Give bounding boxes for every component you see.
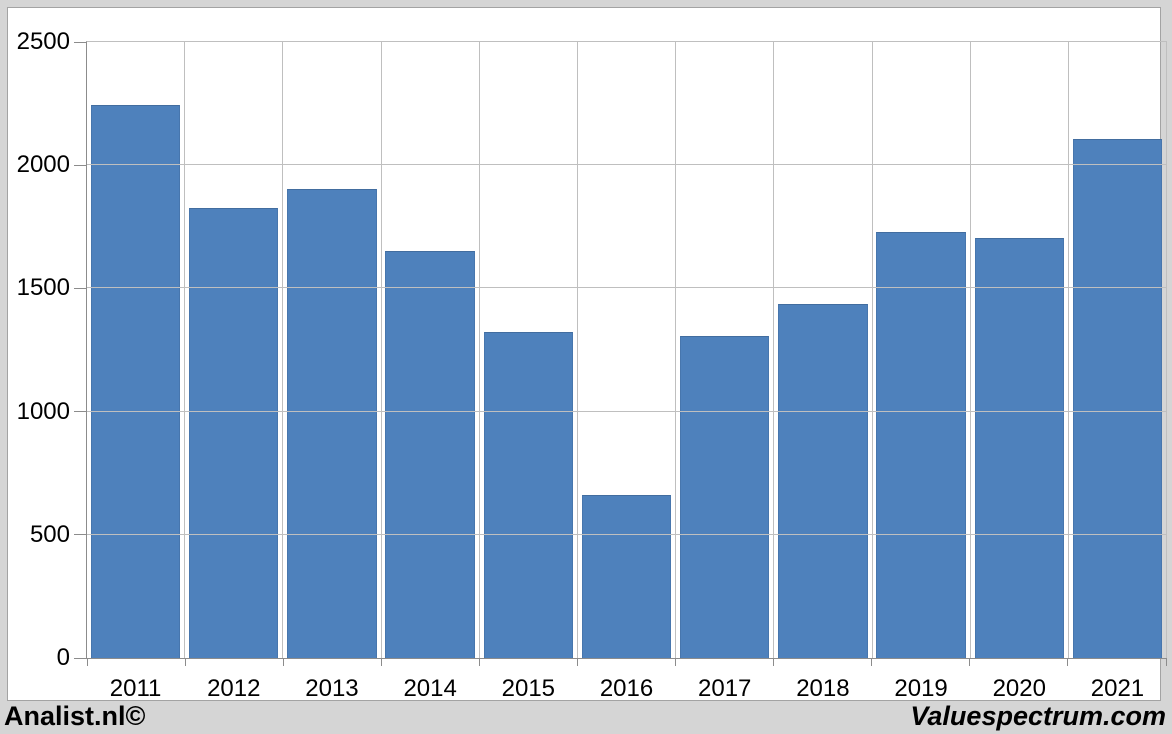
x-axis-label-2018: 2018 bbox=[796, 675, 850, 702]
x-axis-tick-0 bbox=[86, 658, 88, 666]
x-axis-tick-11 bbox=[1165, 658, 1167, 666]
y-axis-label-1000: 1000 bbox=[16, 397, 70, 425]
x-axis-label-2013: 2013 bbox=[305, 675, 359, 702]
y-axis-tick-500 bbox=[74, 534, 87, 536]
bar-series: 2011 2012 2013 2014 2015 2016 2017 2018 2019 2020… bbox=[87, 42, 1166, 702]
footer: Analist.nl© Valuespectrum.com bbox=[0, 701, 1172, 734]
category-cell-2016: 2016 bbox=[578, 42, 677, 702]
bar-2015 bbox=[483, 331, 574, 658]
gridline-y-500 bbox=[87, 533, 1166, 535]
gridline-y-1000 bbox=[87, 410, 1166, 412]
x-axis-label-2020: 2020 bbox=[992, 675, 1046, 702]
bar-2018 bbox=[778, 304, 868, 658]
x-axis-tick-1 bbox=[184, 658, 186, 666]
x-axis-label-2016: 2016 bbox=[599, 675, 654, 702]
plot-area: 2011 2012 2013 2014 2015 2016 2017 2018 2019 2020… bbox=[17, 30, 1167, 702]
category-cell-2019: 2019 bbox=[873, 42, 971, 702]
y-axis-tick-0 bbox=[74, 657, 87, 659]
bar-2012 bbox=[189, 208, 279, 658]
category-cell-2014: 2014 bbox=[382, 42, 480, 702]
category-cell-2013: 2013 bbox=[283, 42, 382, 702]
x-axis-tick-6 bbox=[675, 658, 677, 666]
y-axis-label-0: 0 bbox=[56, 644, 70, 671]
bar-2017 bbox=[680, 336, 770, 658]
footer-credit-valuespectrum: Valuespectrum.com bbox=[910, 701, 1166, 731]
bar-2016 bbox=[581, 495, 672, 658]
x-axis-label-2015: 2015 bbox=[501, 675, 556, 702]
y-axis-tick-1000 bbox=[74, 411, 87, 413]
chart-panel: 2011 2012 2013 2014 2015 2016 2017 2018 2019 2020… bbox=[7, 7, 1167, 702]
bar-2020 bbox=[974, 237, 1064, 658]
bar-2021 bbox=[1072, 139, 1163, 658]
category-cell-2018: 2018 bbox=[774, 42, 873, 702]
x-axis-tick-4 bbox=[478, 658, 480, 666]
x-axis-label-2017: 2017 bbox=[698, 675, 752, 702]
bar-2011 bbox=[90, 104, 181, 658]
x-axis-tick-10 bbox=[1067, 658, 1069, 666]
y-axis-tick-1500 bbox=[74, 287, 87, 289]
gridline-y-2000 bbox=[87, 164, 1166, 166]
x-axis-tick-9 bbox=[969, 658, 971, 666]
x-axis-label-2021: 2021 bbox=[1090, 675, 1145, 702]
x-axis-tick-2 bbox=[282, 658, 284, 666]
category-cell-2020: 2020 bbox=[971, 42, 1069, 702]
y-axis-tick-2000 bbox=[74, 164, 87, 166]
x-axis-tick-7 bbox=[773, 658, 775, 666]
bar-2019 bbox=[876, 231, 966, 658]
y-axis-label-2000: 2000 bbox=[16, 151, 70, 179]
category-cell-2017: 2017 bbox=[676, 42, 775, 702]
x-axis-label-2011: 2011 bbox=[109, 675, 162, 702]
category-cell-2021: 2021 bbox=[1069, 42, 1166, 702]
category-cell-2011: 2011 bbox=[87, 42, 186, 702]
y-axis-label-2500: 2500 bbox=[16, 28, 70, 55]
gridline-y-1500 bbox=[87, 287, 1166, 289]
x-axis-label-2019: 2019 bbox=[894, 675, 948, 702]
x-axis-tick-3 bbox=[380, 658, 382, 666]
x-axis-label-2014: 2014 bbox=[403, 675, 457, 702]
bar-2013 bbox=[287, 188, 377, 658]
x-axis-tick-8 bbox=[871, 658, 873, 666]
bar-2014 bbox=[385, 251, 475, 658]
category-cell-2015: 2015 bbox=[480, 42, 578, 702]
x-axis-tick-5 bbox=[576, 658, 578, 666]
x-axis-label-2012: 2012 bbox=[207, 675, 261, 702]
footer-credit-analist: Analist.nl© bbox=[4, 701, 146, 731]
y-axis-tick-2500 bbox=[74, 41, 87, 43]
y-axis-label-500: 500 bbox=[29, 520, 70, 548]
category-cell-2012: 2012 bbox=[185, 42, 284, 702]
y-axis-label-1500: 1500 bbox=[16, 274, 70, 302]
